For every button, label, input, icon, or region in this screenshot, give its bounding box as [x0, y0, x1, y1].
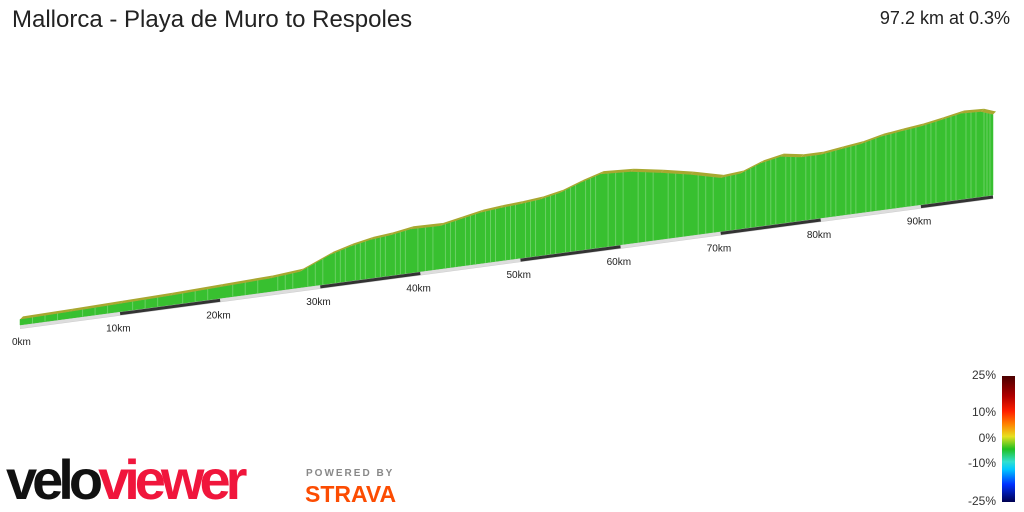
profile-top-surface — [600, 168, 634, 175]
x-tick-label: 20km — [206, 310, 230, 321]
profile-top-surface — [300, 251, 334, 272]
profile-top-surface — [440, 216, 464, 226]
route-summary: 97.2 km at 0.3% — [879, 8, 1010, 28]
legend-label: -10% — [967, 456, 996, 470]
x-tick-label: 50km — [507, 270, 531, 281]
profile-top-surface — [660, 169, 694, 175]
distance-axis-band — [920, 195, 994, 209]
profile-top-surface — [350, 236, 374, 247]
x-tick-label: 0km — [12, 337, 31, 348]
profile-top-surface — [740, 160, 764, 174]
x-tick-label: 60km — [607, 257, 631, 268]
profile-top-surface — [560, 179, 584, 193]
profile-top-surface — [780, 153, 804, 158]
legend-label: -25% — [967, 494, 996, 508]
distance-axis-band — [720, 218, 822, 235]
distance-axis-band — [119, 298, 221, 316]
profile-top-surface — [370, 232, 394, 240]
profile-top-surface — [630, 168, 664, 173]
page-title: Mallorca - Playa de Muro to Respoles — [12, 6, 413, 33]
veloviewer-logo[interactable]: veloviewer — [6, 452, 247, 508]
profile-top-surface — [390, 226, 414, 236]
x-tick-label: 10km — [106, 324, 130, 335]
x-tick-label: 80km — [807, 230, 831, 241]
profile-top-surface — [840, 140, 864, 150]
profile-top-surface — [800, 151, 824, 158]
profile-top-surface — [900, 123, 924, 132]
distance-axis-band — [520, 245, 621, 262]
profile-top-surface — [480, 204, 504, 213]
x-tick-label: 70km — [707, 243, 731, 254]
gradient-legend-bar — [1002, 376, 1015, 502]
profile-top-surface — [880, 128, 904, 137]
profile-top-surface — [860, 133, 884, 144]
logo-viewer: viewer — [98, 448, 247, 511]
x-tick-label: 40km — [406, 284, 430, 295]
profile-top-surface — [20, 308, 74, 320]
profile-top-surface — [460, 209, 484, 220]
profile-top-surface — [920, 117, 944, 127]
distance-axis-band — [220, 285, 321, 302]
profile-top-surface — [820, 146, 844, 155]
profile-top-surface — [690, 171, 724, 178]
x-tick-label: 90km — [907, 217, 931, 228]
distance-axis-band — [19, 312, 121, 329]
profile-top-surface — [980, 108, 996, 115]
profile-top-surface — [270, 268, 304, 279]
profile-top-surface — [540, 189, 564, 200]
profile-top-surface — [580, 171, 604, 183]
profile-top-surface — [330, 243, 354, 255]
profile-top-surface — [500, 200, 524, 208]
distance-axis-band — [620, 231, 721, 249]
profile-top-surface — [120, 292, 174, 304]
legend-label: 10% — [971, 405, 996, 419]
distance-axis-band — [420, 258, 521, 275]
legend-label: 0% — [978, 431, 996, 445]
x-tick-label: 30km — [306, 297, 330, 308]
profile-top-surface — [170, 283, 224, 296]
strava-logo[interactable]: STRAVA — [305, 481, 397, 507]
legend-label: 25% — [971, 368, 996, 382]
profile-top-surface — [220, 275, 274, 287]
profile-top-surface — [520, 196, 544, 204]
profile-top-surface — [70, 300, 124, 312]
profile-top-surface — [760, 153, 784, 164]
profile-top-surface — [410, 222, 444, 230]
distance-axis-band — [320, 272, 421, 289]
distance-axis-band — [820, 205, 922, 222]
profile-top-surface — [940, 110, 964, 121]
profile-top-surface — [720, 170, 744, 178]
powered-by-label: POWERED BY — [306, 468, 395, 479]
logo-velo: velo — [6, 448, 103, 511]
profile-top-surface — [960, 108, 984, 114]
